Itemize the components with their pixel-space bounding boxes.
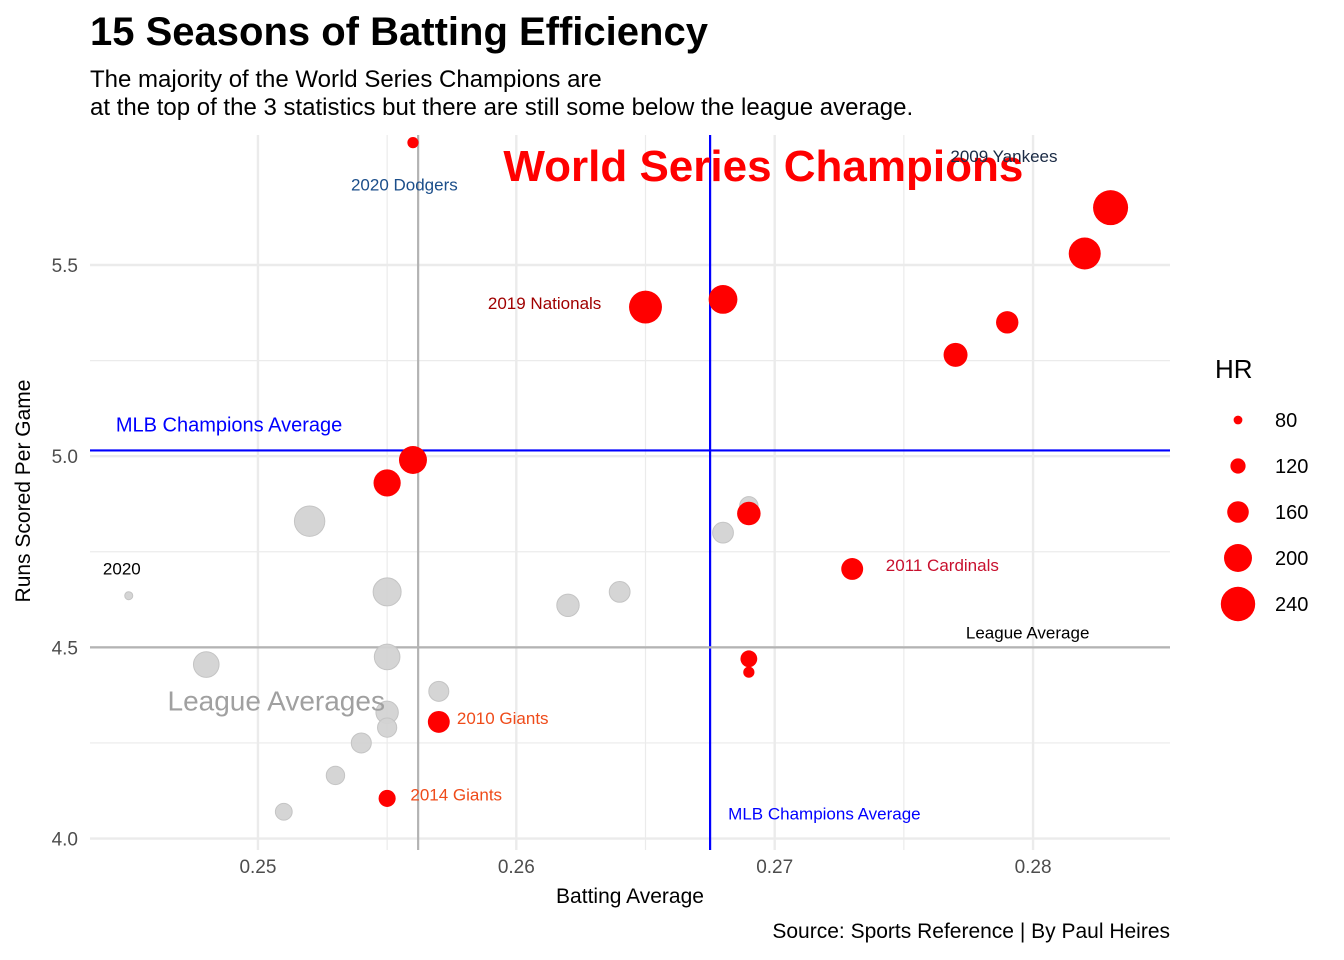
y-tick-label: 5.5: [52, 256, 78, 277]
annotation-label: MLB Champions Average: [116, 414, 342, 436]
league-average-point: [325, 765, 346, 786]
grid-lines: [90, 135, 1170, 850]
legend-size-key: [1233, 415, 1243, 425]
league-average-point: [192, 651, 220, 678]
league-average-point: [372, 577, 402, 607]
champion-point: [737, 501, 761, 526]
league-average-point: [377, 717, 398, 738]
champion-point: [398, 446, 427, 474]
legend-size-label: 80: [1275, 410, 1297, 432]
champion-point: [841, 558, 864, 580]
league-average-point: [556, 593, 580, 617]
champion-point: [629, 290, 662, 324]
annotations: World Series Champions League Averages 200…: [103, 142, 1089, 824]
league-average-point: [608, 581, 631, 603]
annotation-label: World Series Champions: [503, 142, 1023, 191]
league-average-point: [428, 680, 450, 702]
league-average-point: [293, 505, 326, 537]
chart-title: 15 Seasons of Batting Efficiency: [90, 10, 708, 54]
champion-point: [708, 285, 738, 314]
legend-title: HR: [1215, 354, 1253, 384]
legend-size-key: [1227, 501, 1249, 523]
annotation-label: League Averages: [168, 685, 385, 716]
subtitle-line-2: at the top of the 3 statistics but there…: [90, 94, 914, 121]
champion-point: [996, 311, 1019, 334]
annotation-label: MLB Champions Average: [728, 804, 920, 823]
champion-point: [1093, 190, 1129, 226]
champion-point: [427, 710, 450, 733]
annotation-label: League Average: [966, 624, 1090, 643]
legend-size-key: [1220, 586, 1256, 622]
chart-subtitle: The majority of the World Series Champio…: [90, 66, 913, 122]
annotation-label: 2020 Dodgers: [351, 175, 458, 194]
legend-size-label: 200: [1275, 548, 1308, 570]
annotation-label: 2009 Yankees: [950, 147, 1057, 166]
legend-size-key: [1224, 544, 1252, 572]
source-caption: Source: Sports Reference | By Paul Heire…: [772, 920, 1170, 943]
y-tick-label: 4.5: [52, 638, 78, 659]
x-tick-label: 0.28: [1015, 857, 1052, 878]
annotation-label: 2020: [103, 560, 141, 579]
size-legend: HR 80 120 160 200 240: [1215, 354, 1308, 622]
champion-point: [943, 342, 968, 367]
legend-size-key: [1230, 458, 1246, 474]
x-tick-label: 0.27: [756, 857, 793, 878]
y-tick-label: 5.0: [52, 447, 78, 468]
champion-point: [378, 789, 396, 807]
annotation-label: 2014 Giants: [410, 785, 502, 804]
y-tick-label: 4.0: [52, 830, 78, 851]
x-axis-label: Batting Average: [556, 885, 704, 908]
league-average-point: [712, 521, 734, 544]
legend-size-label: 240: [1275, 594, 1308, 616]
reference-lines: [90, 135, 1170, 850]
x-tick-label: 0.25: [239, 857, 276, 878]
legend-size-label: 160: [1275, 502, 1308, 524]
champion-point: [740, 650, 758, 668]
champion-point: [407, 137, 419, 149]
legend-size-label: 120: [1275, 456, 1308, 478]
subtitle-line-1: The majority of the World Series Champio…: [90, 66, 602, 93]
champion-point: [373, 469, 401, 497]
annotation-label: 2019 Nationals: [488, 294, 601, 313]
x-tick-label: 0.26: [498, 857, 535, 878]
league-average-point: [124, 591, 134, 601]
axes: Batting Average Runs Scored Per Game 0.2…: [12, 256, 1052, 908]
annotation-label: 2011 Cardinals: [886, 556, 999, 575]
league-average-point: [274, 802, 293, 821]
league-average-point: [373, 643, 401, 671]
annotation-label: 2010 Giants: [457, 709, 549, 728]
champion-point: [743, 666, 755, 678]
league-average-point: [350, 732, 372, 754]
y-axis-label: Runs Scored Per Game: [12, 380, 35, 603]
data-points: [124, 137, 1129, 821]
champion-point: [1068, 237, 1101, 270]
